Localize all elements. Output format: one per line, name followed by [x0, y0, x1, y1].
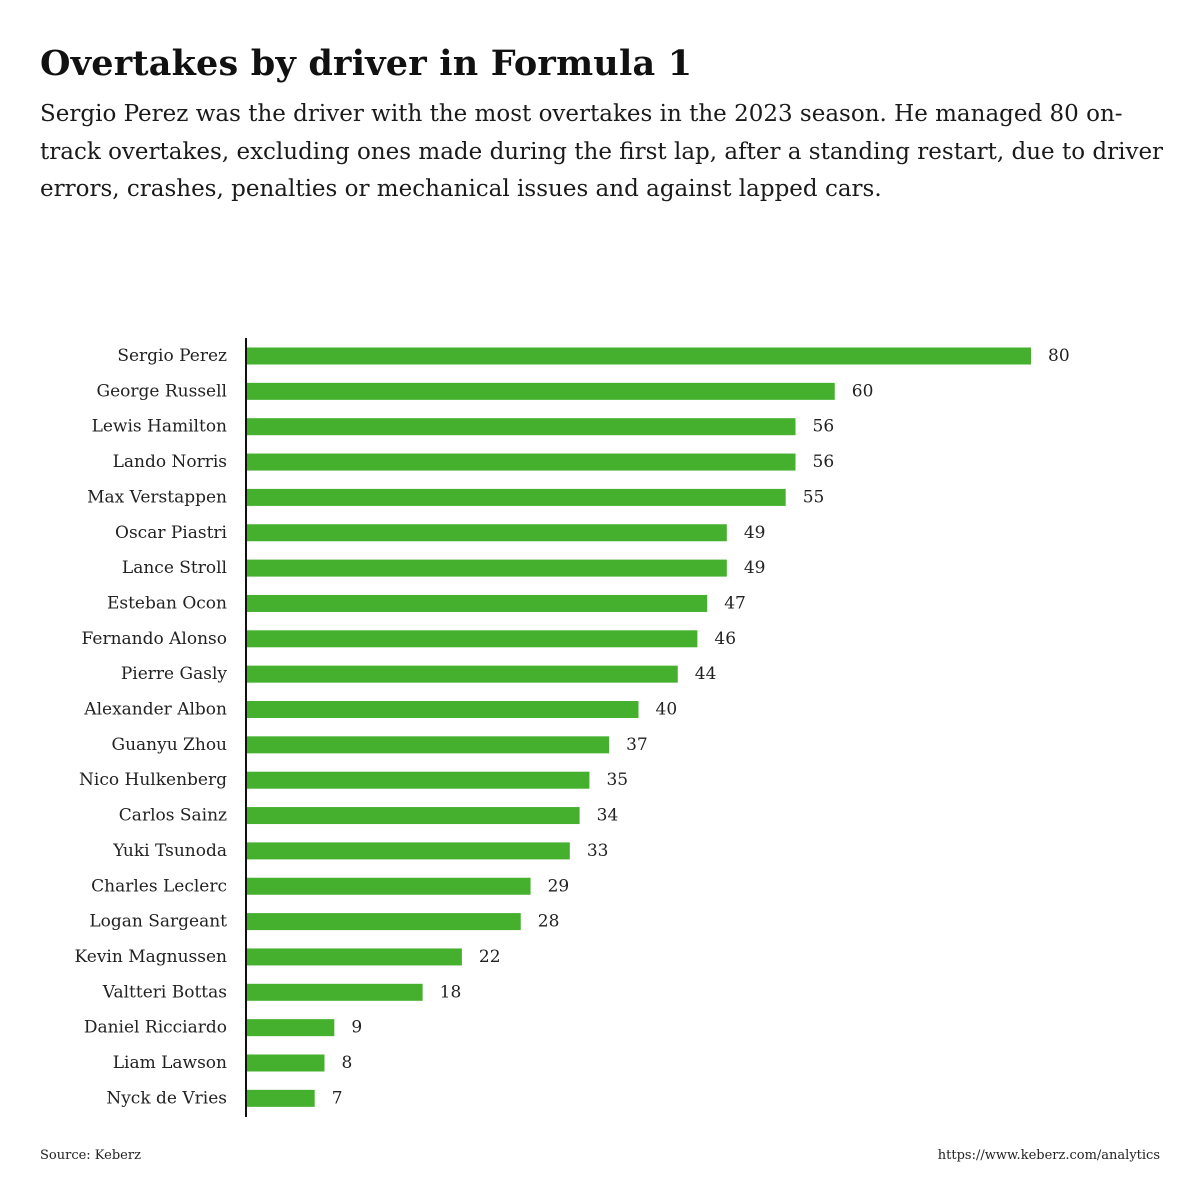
- value-label: 22: [479, 947, 501, 967]
- value-label: 8: [342, 1053, 353, 1073]
- value-label: 37: [626, 735, 648, 755]
- bars-layer: [246, 347, 1031, 1107]
- bar-yuki-tsunoda: [246, 842, 570, 860]
- driver-label: Guanyu Zhou: [111, 735, 227, 755]
- value-label: 44: [695, 664, 717, 684]
- value-label: 49: [744, 523, 766, 543]
- chart-title: Overtakes by driver in Formula 1: [40, 43, 693, 84]
- driver-label: Esteban Ocon: [107, 593, 227, 613]
- driver-label: Fernando Alonso: [82, 629, 227, 649]
- bar-liam-lawson: [246, 1054, 325, 1072]
- driver-label: Charles Leclerc: [91, 876, 227, 896]
- value-label: 56: [813, 452, 835, 472]
- bar-oscar-piastri: [246, 524, 727, 542]
- bar-valtteri-bottas: [246, 983, 423, 1001]
- driver-label: Lance Stroll: [122, 558, 227, 578]
- bar-pierre-gasly: [246, 665, 678, 683]
- bar-logan-sargeant: [246, 913, 521, 931]
- driver-label: Yuki Tsunoda: [112, 841, 227, 861]
- driver-label: Nyck de Vries: [106, 1088, 227, 1108]
- driver-label: Daniel Ricciardo: [84, 1018, 227, 1038]
- bar-charles-leclerc: [246, 877, 531, 895]
- bar-nyck-de-vries: [246, 1089, 315, 1107]
- driver-label: Nico Hulkenberg: [79, 770, 227, 790]
- value-label: 29: [548, 876, 570, 896]
- value-label: 34: [597, 806, 619, 826]
- driver-label: Alexander Albon: [83, 700, 227, 720]
- value-label: 80: [1048, 346, 1070, 366]
- bar-lance-stroll: [246, 559, 727, 577]
- value-label: 55: [803, 487, 825, 507]
- bar-daniel-ricciardo: [246, 1019, 335, 1037]
- bar-alexander-albon: [246, 701, 639, 718]
- value-label: 35: [606, 770, 628, 790]
- value-label: 60: [852, 381, 874, 401]
- value-label: 56: [813, 417, 835, 437]
- value-label: 49: [744, 558, 766, 578]
- driver-label: Valtteri Bottas: [102, 982, 227, 1002]
- bar-carlos-sainz: [246, 807, 580, 825]
- value-label: 9: [351, 1018, 362, 1038]
- driver-label: Logan Sargeant: [89, 912, 227, 932]
- bar-chart: Sergio Perez George Russell Lewis Hamilton…: [75, 338, 1070, 1117]
- bar-esteban-ocon: [246, 594, 708, 612]
- driver-label: Liam Lawson: [113, 1053, 227, 1073]
- driver-labels-layer: Sergio Perez George Russell Lewis Hamilton…: [75, 346, 228, 1108]
- value-label: 46: [714, 629, 736, 649]
- driver-label: Carlos Sainz: [119, 806, 227, 826]
- bar-max-verstappen: [246, 488, 786, 506]
- bar-fernando-alonso: [246, 630, 698, 648]
- bar-sergio-perez: [246, 347, 1031, 365]
- driver-label: Sergio Perez: [117, 346, 227, 366]
- value-label: 7: [332, 1088, 343, 1108]
- driver-label: Max Verstappen: [87, 487, 227, 507]
- value-label: 28: [538, 912, 560, 932]
- source-note: Source: Keberz: [40, 1148, 141, 1163]
- bar-guanyu-zhou: [246, 736, 610, 754]
- value-label: 18: [440, 982, 462, 1002]
- driver-label: Oscar Piastri: [115, 523, 228, 543]
- bar-nico-hulkenberg: [246, 771, 590, 789]
- chart-subtitle: Sergio Perez was the driver with the mos…: [40, 101, 1164, 202]
- value-labels-layer: 80 60 56 56 55 49 49 47 46 44 40 37 35 34 33 29 28 22 18 9 8…: [332, 346, 1070, 1108]
- driver-label: Kevin Magnussen: [75, 947, 228, 967]
- bar-george-russell: [246, 382, 835, 400]
- value-label: 40: [656, 700, 678, 720]
- value-label: 47: [724, 593, 746, 613]
- driver-label: Lewis Hamilton: [92, 417, 227, 437]
- bar-lando-norris: [246, 453, 796, 471]
- driver-label: George Russell: [97, 381, 227, 401]
- driver-label: Pierre Gasly: [121, 664, 228, 684]
- source-url[interactable]: https://www.keberz.com/analytics: [937, 1148, 1160, 1163]
- bar-lewis-hamilton: [246, 418, 796, 436]
- driver-label: Lando Norris: [113, 452, 227, 472]
- value-label: 33: [587, 841, 609, 861]
- bar-kevin-magnussen: [246, 948, 462, 966]
